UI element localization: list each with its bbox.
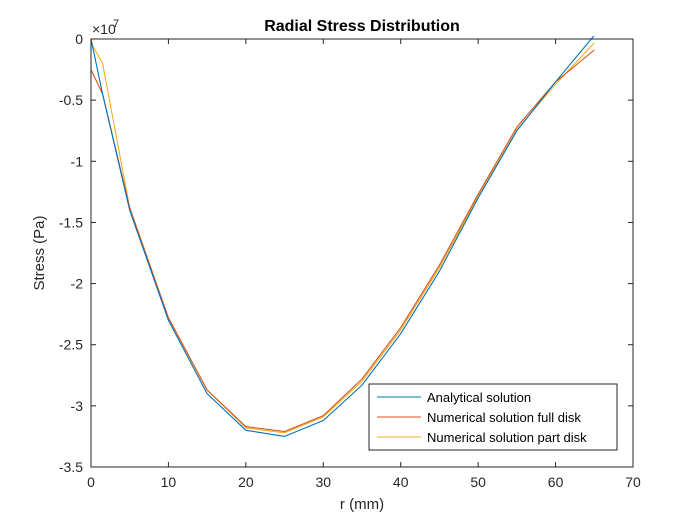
y-tick-label: -0.5 bbox=[59, 92, 83, 108]
y-exponent-base: ×10 bbox=[92, 21, 116, 37]
y-tick-label: -2 bbox=[71, 276, 84, 292]
y-exponent-power: 7 bbox=[113, 18, 119, 30]
axes-box bbox=[90, 38, 634, 468]
x-tick-label: 30 bbox=[315, 474, 331, 490]
y-exponent-label: ×10 7 bbox=[92, 18, 119, 37]
y-tick-label: 0 bbox=[75, 31, 83, 47]
y-tick-label: -1.5 bbox=[59, 214, 83, 230]
series-line-1 bbox=[91, 36, 595, 437]
x-tick-label: 60 bbox=[548, 474, 564, 490]
series-line-3 bbox=[91, 42, 595, 434]
legend: Analytical solution Numerical solution fu… bbox=[368, 383, 618, 451]
x-ticks: 0 10 20 30 40 50 60 70 bbox=[87, 39, 641, 490]
legend-label-3: Numerical solution part disk bbox=[427, 430, 587, 445]
y-tick-label: -1 bbox=[71, 153, 84, 169]
y-tick-label: -3.5 bbox=[59, 459, 83, 475]
x-tick-label: 50 bbox=[470, 474, 486, 490]
legend-label-1: Analytical solution bbox=[427, 390, 531, 405]
chart-title: Radial Stress Distribution bbox=[264, 18, 460, 35]
y-axis-label: Stress (Pa) bbox=[31, 215, 48, 290]
plot-layer bbox=[91, 36, 595, 437]
x-axis-label: r (mm) bbox=[340, 496, 384, 513]
x-tick-label: 70 bbox=[625, 474, 641, 490]
y-ticks: 0 -0.5 -1 -1.5 -2 -2.5 -3 -3.5 bbox=[59, 31, 633, 475]
x-tick-label: 10 bbox=[161, 474, 177, 490]
y-tick-label: -3 bbox=[71, 398, 84, 414]
x-tick-label: 20 bbox=[238, 474, 254, 490]
series-line-2 bbox=[91, 49, 595, 433]
legend-label-2: Numerical solution full disk bbox=[427, 410, 581, 425]
x-tick-label: 0 bbox=[87, 474, 95, 490]
y-tick-label: -2.5 bbox=[59, 337, 83, 353]
x-tick-label: 40 bbox=[393, 474, 409, 490]
